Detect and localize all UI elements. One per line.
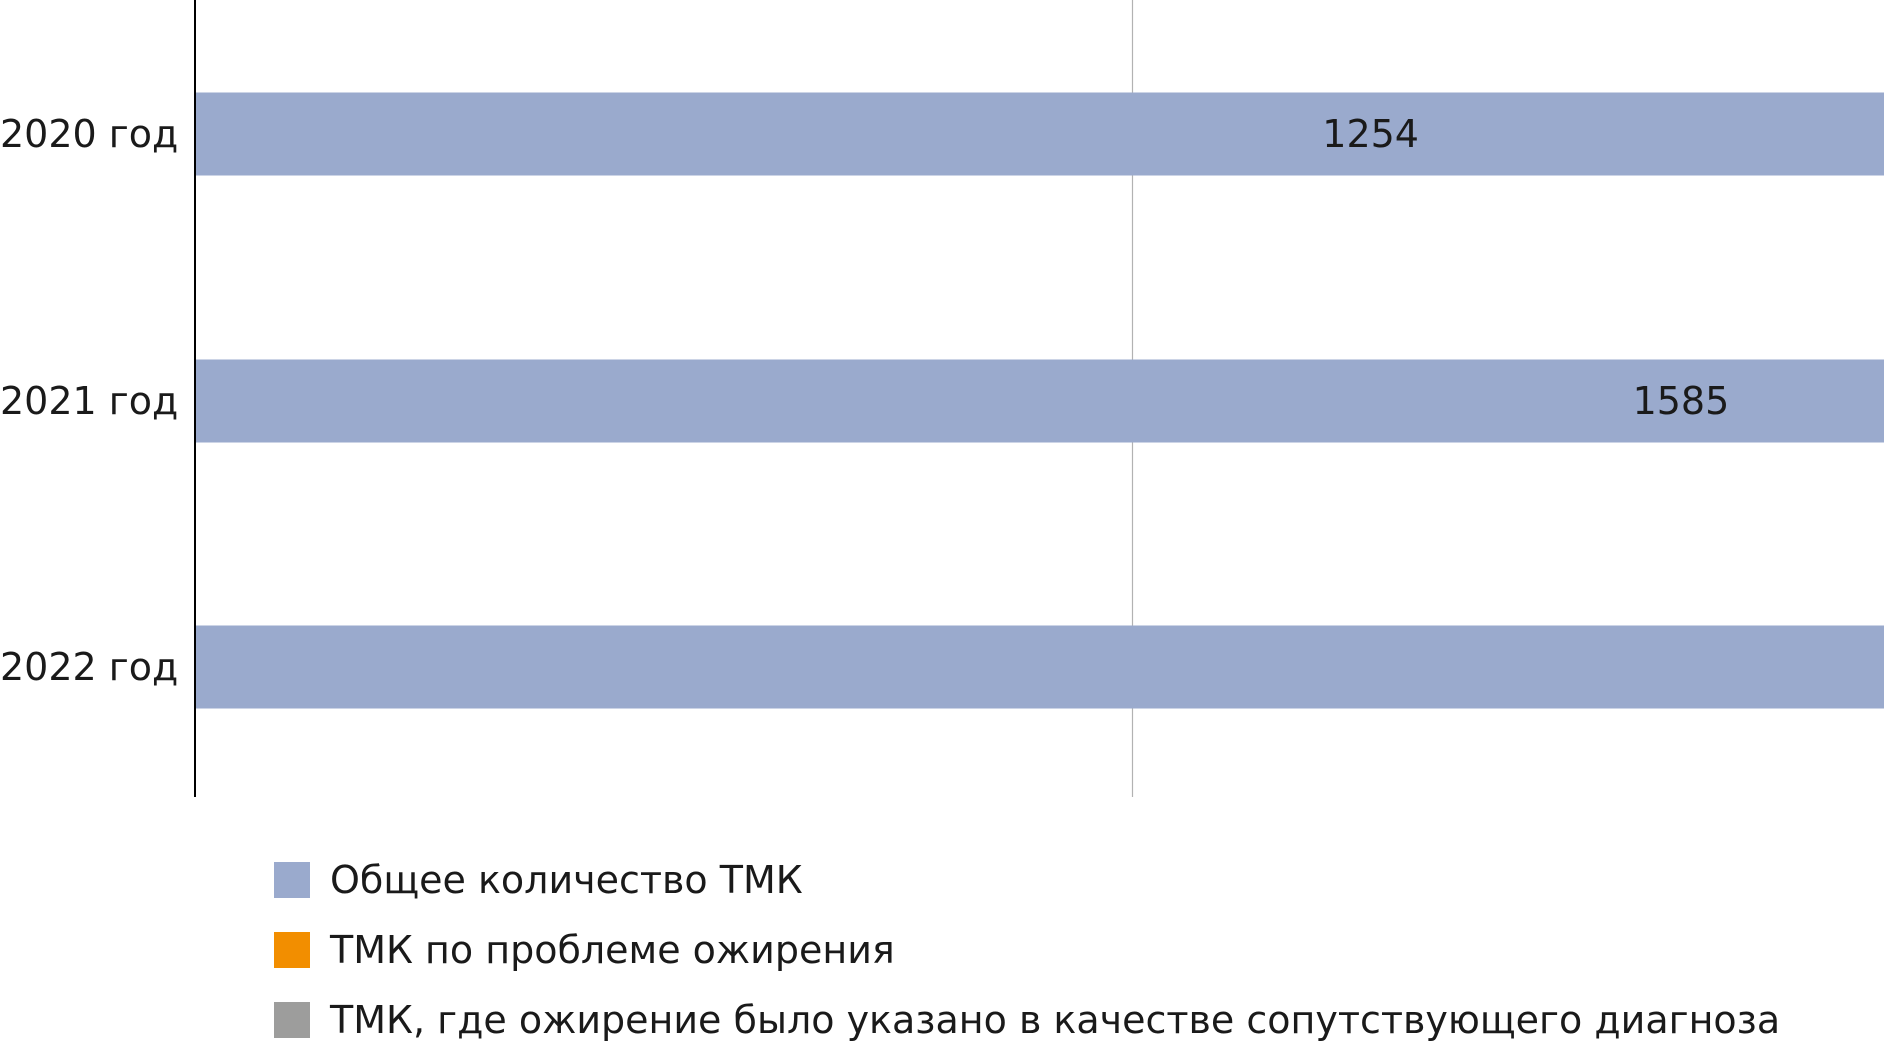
bars	[195, 92, 1884, 709]
bar-segment	[195, 92, 1884, 176]
data-label: 1585	[1633, 379, 1730, 423]
legend-label: ТМК, где ожирение было указано в качеств…	[329, 998, 1780, 1042]
legend: Общее количество ТМК ТМК по проблеме ожир…	[274, 858, 1780, 1042]
category-labels: 2020 год 2021 год 2022 год	[0, 112, 178, 689]
data-labels: 12541599158526123389837164	[1322, 112, 1730, 423]
legend-label: ТМК по проблеме ожирения	[329, 928, 895, 972]
legend-swatch	[274, 862, 310, 898]
category-label: 2022 год	[0, 645, 178, 689]
legend-swatch	[274, 932, 310, 968]
legend-swatch	[274, 1002, 310, 1038]
category-label: 2020 год	[0, 112, 178, 156]
data-label: 1254	[1322, 112, 1419, 156]
legend-label: Общее количество ТМК	[330, 858, 803, 902]
category-label: 2021 год	[0, 379, 178, 423]
bar-segment	[195, 359, 1884, 443]
bar-segment	[195, 625, 1884, 709]
